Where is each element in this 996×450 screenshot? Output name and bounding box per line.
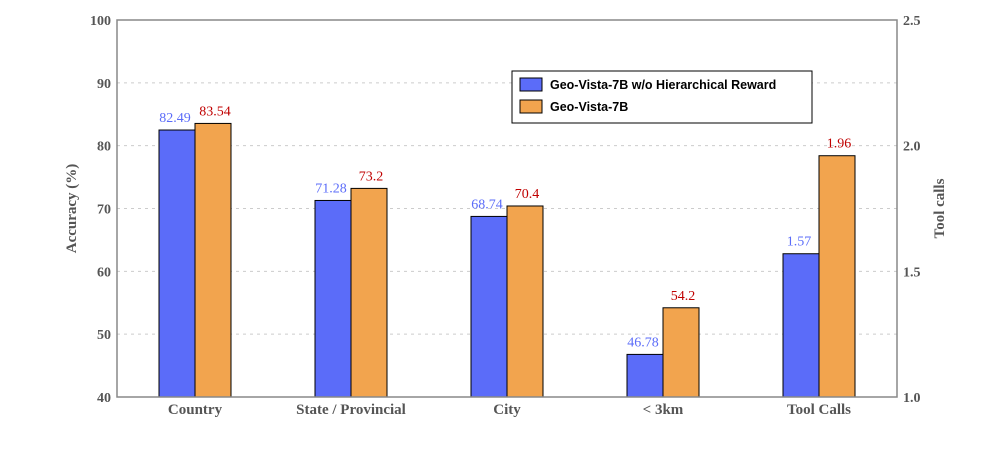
legend-label-series-2: Geo-Vista-7B bbox=[550, 100, 628, 114]
axis-ticks: 40 50 60 70 80 90 100 1.0 1.5 2.0 2.5 Country State … bbox=[90, 14, 921, 418]
data-label: 54.2 bbox=[671, 289, 696, 304]
legend-swatch-series-1 bbox=[519, 77, 543, 92]
data-label: 70.4 bbox=[515, 187, 540, 202]
data-labels: 82.49 83.54 71.28 73.2 68.74 70.4 46.78 54.2 1.5… bbox=[159, 104, 851, 350]
y-tick-label-left: 80 bbox=[97, 140, 111, 155]
plot-frame bbox=[116, 19, 898, 398]
legend-swatch-series-2 bbox=[519, 99, 543, 114]
x-tick-label: City bbox=[493, 402, 521, 418]
bars bbox=[158, 122, 856, 398]
bar-2-tool-calls bbox=[818, 155, 856, 398]
bar-1--3km bbox=[626, 353, 664, 398]
bar-2--3km bbox=[662, 307, 700, 398]
y-tick-label-right: 1.5 bbox=[903, 265, 921, 280]
legend: Geo-Vista-7B w/o Hierarchical Reward Geo… bbox=[511, 70, 813, 124]
x-tick-label: Country bbox=[168, 402, 223, 418]
bar-2-state-provincial bbox=[350, 187, 388, 398]
y-tick-label-left: 100 bbox=[90, 14, 111, 29]
bar-2-city bbox=[506, 205, 544, 398]
x-tick-label: < 3km bbox=[643, 402, 684, 418]
y-tick-label-left: 70 bbox=[97, 203, 111, 218]
bar-1-city bbox=[470, 215, 508, 398]
bar-2-country bbox=[194, 122, 232, 398]
data-label: 73.2 bbox=[359, 169, 384, 184]
y-tick-label-left: 50 bbox=[97, 328, 111, 343]
legend-box bbox=[511, 70, 813, 124]
data-label: 71.28 bbox=[315, 181, 347, 196]
data-label: 1.57 bbox=[787, 235, 812, 250]
data-label: 83.54 bbox=[199, 104, 231, 119]
x-tick-label: Tool Calls bbox=[787, 402, 851, 418]
y-axis-title-left: Accuracy (%) bbox=[64, 164, 80, 254]
y-tick-label-left: 40 bbox=[97, 391, 111, 406]
data-label: 46.78 bbox=[627, 335, 659, 350]
bar-1-state-provincial bbox=[314, 199, 352, 398]
bar-1-country bbox=[158, 129, 196, 398]
data-label: 68.74 bbox=[471, 197, 503, 212]
y-axis-title-right: Tool calls bbox=[932, 178, 948, 238]
data-label: 82.49 bbox=[159, 111, 191, 126]
y-tick-label-right: 2.5 bbox=[903, 14, 921, 29]
legend-label-series-1: Geo-Vista-7B w/o Hierarchical Reward bbox=[550, 78, 776, 92]
bar-1-tool-calls bbox=[782, 253, 820, 398]
x-tick-label: State / Provincial bbox=[296, 402, 406, 418]
y-tick-label-right: 1.0 bbox=[903, 391, 921, 406]
data-label: 1.96 bbox=[827, 137, 852, 152]
y-tick-label-right: 2.0 bbox=[903, 140, 921, 155]
y-tick-label-left: 60 bbox=[97, 265, 111, 280]
y-tick-label-left: 90 bbox=[97, 77, 111, 92]
